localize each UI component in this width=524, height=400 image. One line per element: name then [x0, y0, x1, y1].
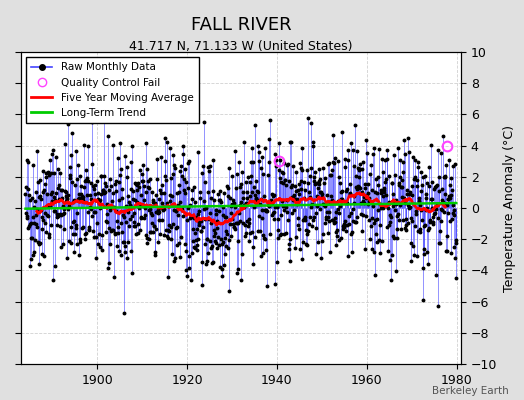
Text: 41.717 N, 71.133 W (United States): 41.717 N, 71.133 W (United States)	[129, 40, 353, 53]
Y-axis label: Temperature Anomaly (°C): Temperature Anomaly (°C)	[503, 124, 516, 292]
Text: FALL RIVER: FALL RIVER	[191, 16, 291, 34]
Text: Berkeley Earth: Berkeley Earth	[432, 386, 508, 396]
Legend: Raw Monthly Data, Quality Control Fail, Five Year Moving Average, Long-Term Tren: Raw Monthly Data, Quality Control Fail, …	[26, 57, 199, 123]
